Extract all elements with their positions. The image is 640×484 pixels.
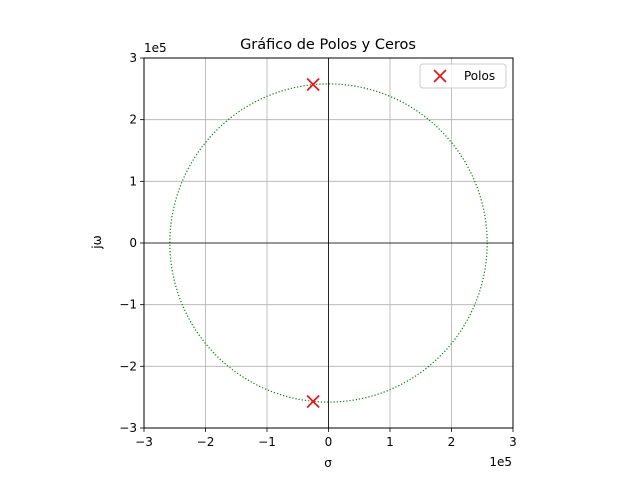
x-tick-label: 1 xyxy=(386,435,394,449)
y-tick-label: −2 xyxy=(119,359,137,373)
y-tick-label: −3 xyxy=(119,421,137,435)
y-tick-label: 1 xyxy=(129,174,137,188)
legend-box xyxy=(419,63,507,89)
x-tick-label: −2 xyxy=(197,435,215,449)
x-tick-label: −1 xyxy=(258,435,276,449)
x-tick-label: 2 xyxy=(448,435,456,449)
legend-marker xyxy=(433,69,447,83)
pole-marker xyxy=(306,77,320,92)
chart-title: Gráfico de Polos y Ceros xyxy=(240,37,416,53)
y-tick-label: −1 xyxy=(119,298,137,312)
pole-marker xyxy=(306,394,320,409)
y-tick-label: 2 xyxy=(129,113,137,127)
plot-area: −3 −2 −1 0 1 2 3 −3 −2 −1 0 1 2 3 Polos xyxy=(119,51,517,449)
y-tick-label: 0 xyxy=(129,236,137,250)
x-offset-label: 1e5 xyxy=(489,455,512,469)
x-axis-label: σ xyxy=(324,456,332,470)
legend-label: Polos xyxy=(464,69,495,83)
x-tick-label: 3 xyxy=(509,435,517,449)
y-tick-label: 3 xyxy=(129,51,137,65)
y-axis-label: jω xyxy=(90,235,104,249)
x-tick-label: 0 xyxy=(325,435,333,449)
x-tick-label: −3 xyxy=(135,435,153,449)
y-offset-label: 1e5 xyxy=(144,41,167,55)
